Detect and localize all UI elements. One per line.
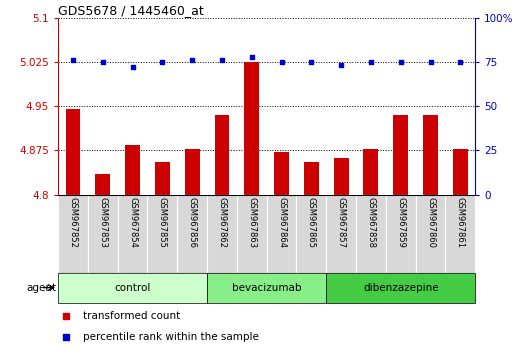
Text: GSM967857: GSM967857 [337, 197, 346, 248]
Bar [155, 162, 170, 195]
Bar [177, 195, 207, 273]
Text: bevacizumab: bevacizumab [232, 282, 301, 293]
Bar [326, 273, 475, 303]
Point [62, 334, 71, 340]
Text: percentile rank within the sample: percentile rank within the sample [83, 332, 259, 342]
Point [307, 59, 316, 65]
Text: GSM967861: GSM967861 [456, 197, 465, 248]
Text: GSM967865: GSM967865 [307, 197, 316, 248]
Bar [185, 149, 200, 195]
Bar [274, 152, 289, 195]
Bar [267, 195, 296, 273]
Bar [326, 195, 356, 273]
Text: GSM967862: GSM967862 [218, 197, 227, 248]
Text: GSM967855: GSM967855 [158, 197, 167, 248]
Text: GSM967859: GSM967859 [396, 197, 405, 248]
Text: GSM967853: GSM967853 [98, 197, 107, 248]
Bar [65, 109, 80, 195]
Bar [244, 62, 259, 195]
Point [218, 57, 226, 63]
Point [397, 59, 405, 65]
Bar [88, 195, 118, 273]
Bar [416, 195, 446, 273]
Bar [58, 273, 207, 303]
Text: dibenzazepine: dibenzazepine [363, 282, 439, 293]
Bar [214, 115, 229, 195]
Point [158, 59, 167, 65]
Text: GSM967863: GSM967863 [247, 197, 256, 248]
Text: GDS5678 / 1445460_at: GDS5678 / 1445460_at [58, 4, 204, 17]
Bar [125, 144, 140, 195]
Point [426, 59, 435, 65]
Bar [96, 174, 110, 195]
Bar [207, 273, 326, 303]
Text: agent: agent [26, 282, 56, 293]
Bar [147, 195, 177, 273]
Bar [304, 162, 319, 195]
Bar [58, 195, 88, 273]
Text: GSM967864: GSM967864 [277, 197, 286, 248]
Text: GSM967852: GSM967852 [69, 197, 78, 248]
Text: GSM967858: GSM967858 [366, 197, 375, 248]
Bar [296, 195, 326, 273]
Point [128, 64, 137, 70]
Bar [386, 195, 416, 273]
Point [456, 59, 465, 65]
Point [366, 59, 375, 65]
Point [277, 59, 286, 65]
Bar [423, 115, 438, 195]
Bar [118, 195, 147, 273]
Point [99, 59, 107, 65]
Text: GSM967860: GSM967860 [426, 197, 435, 248]
Bar [334, 158, 348, 195]
Bar [207, 195, 237, 273]
Bar [356, 195, 386, 273]
Point [337, 63, 345, 68]
Text: transformed count: transformed count [83, 311, 181, 321]
Text: GSM967854: GSM967854 [128, 197, 137, 248]
Bar [393, 115, 408, 195]
Bar [453, 149, 468, 195]
Bar [363, 149, 379, 195]
Text: GSM967856: GSM967856 [187, 197, 196, 248]
Point [248, 54, 256, 59]
Point [188, 57, 196, 63]
Text: control: control [115, 282, 151, 293]
Bar [446, 195, 475, 273]
Bar [237, 195, 267, 273]
Point [62, 313, 71, 319]
Point [69, 57, 77, 63]
